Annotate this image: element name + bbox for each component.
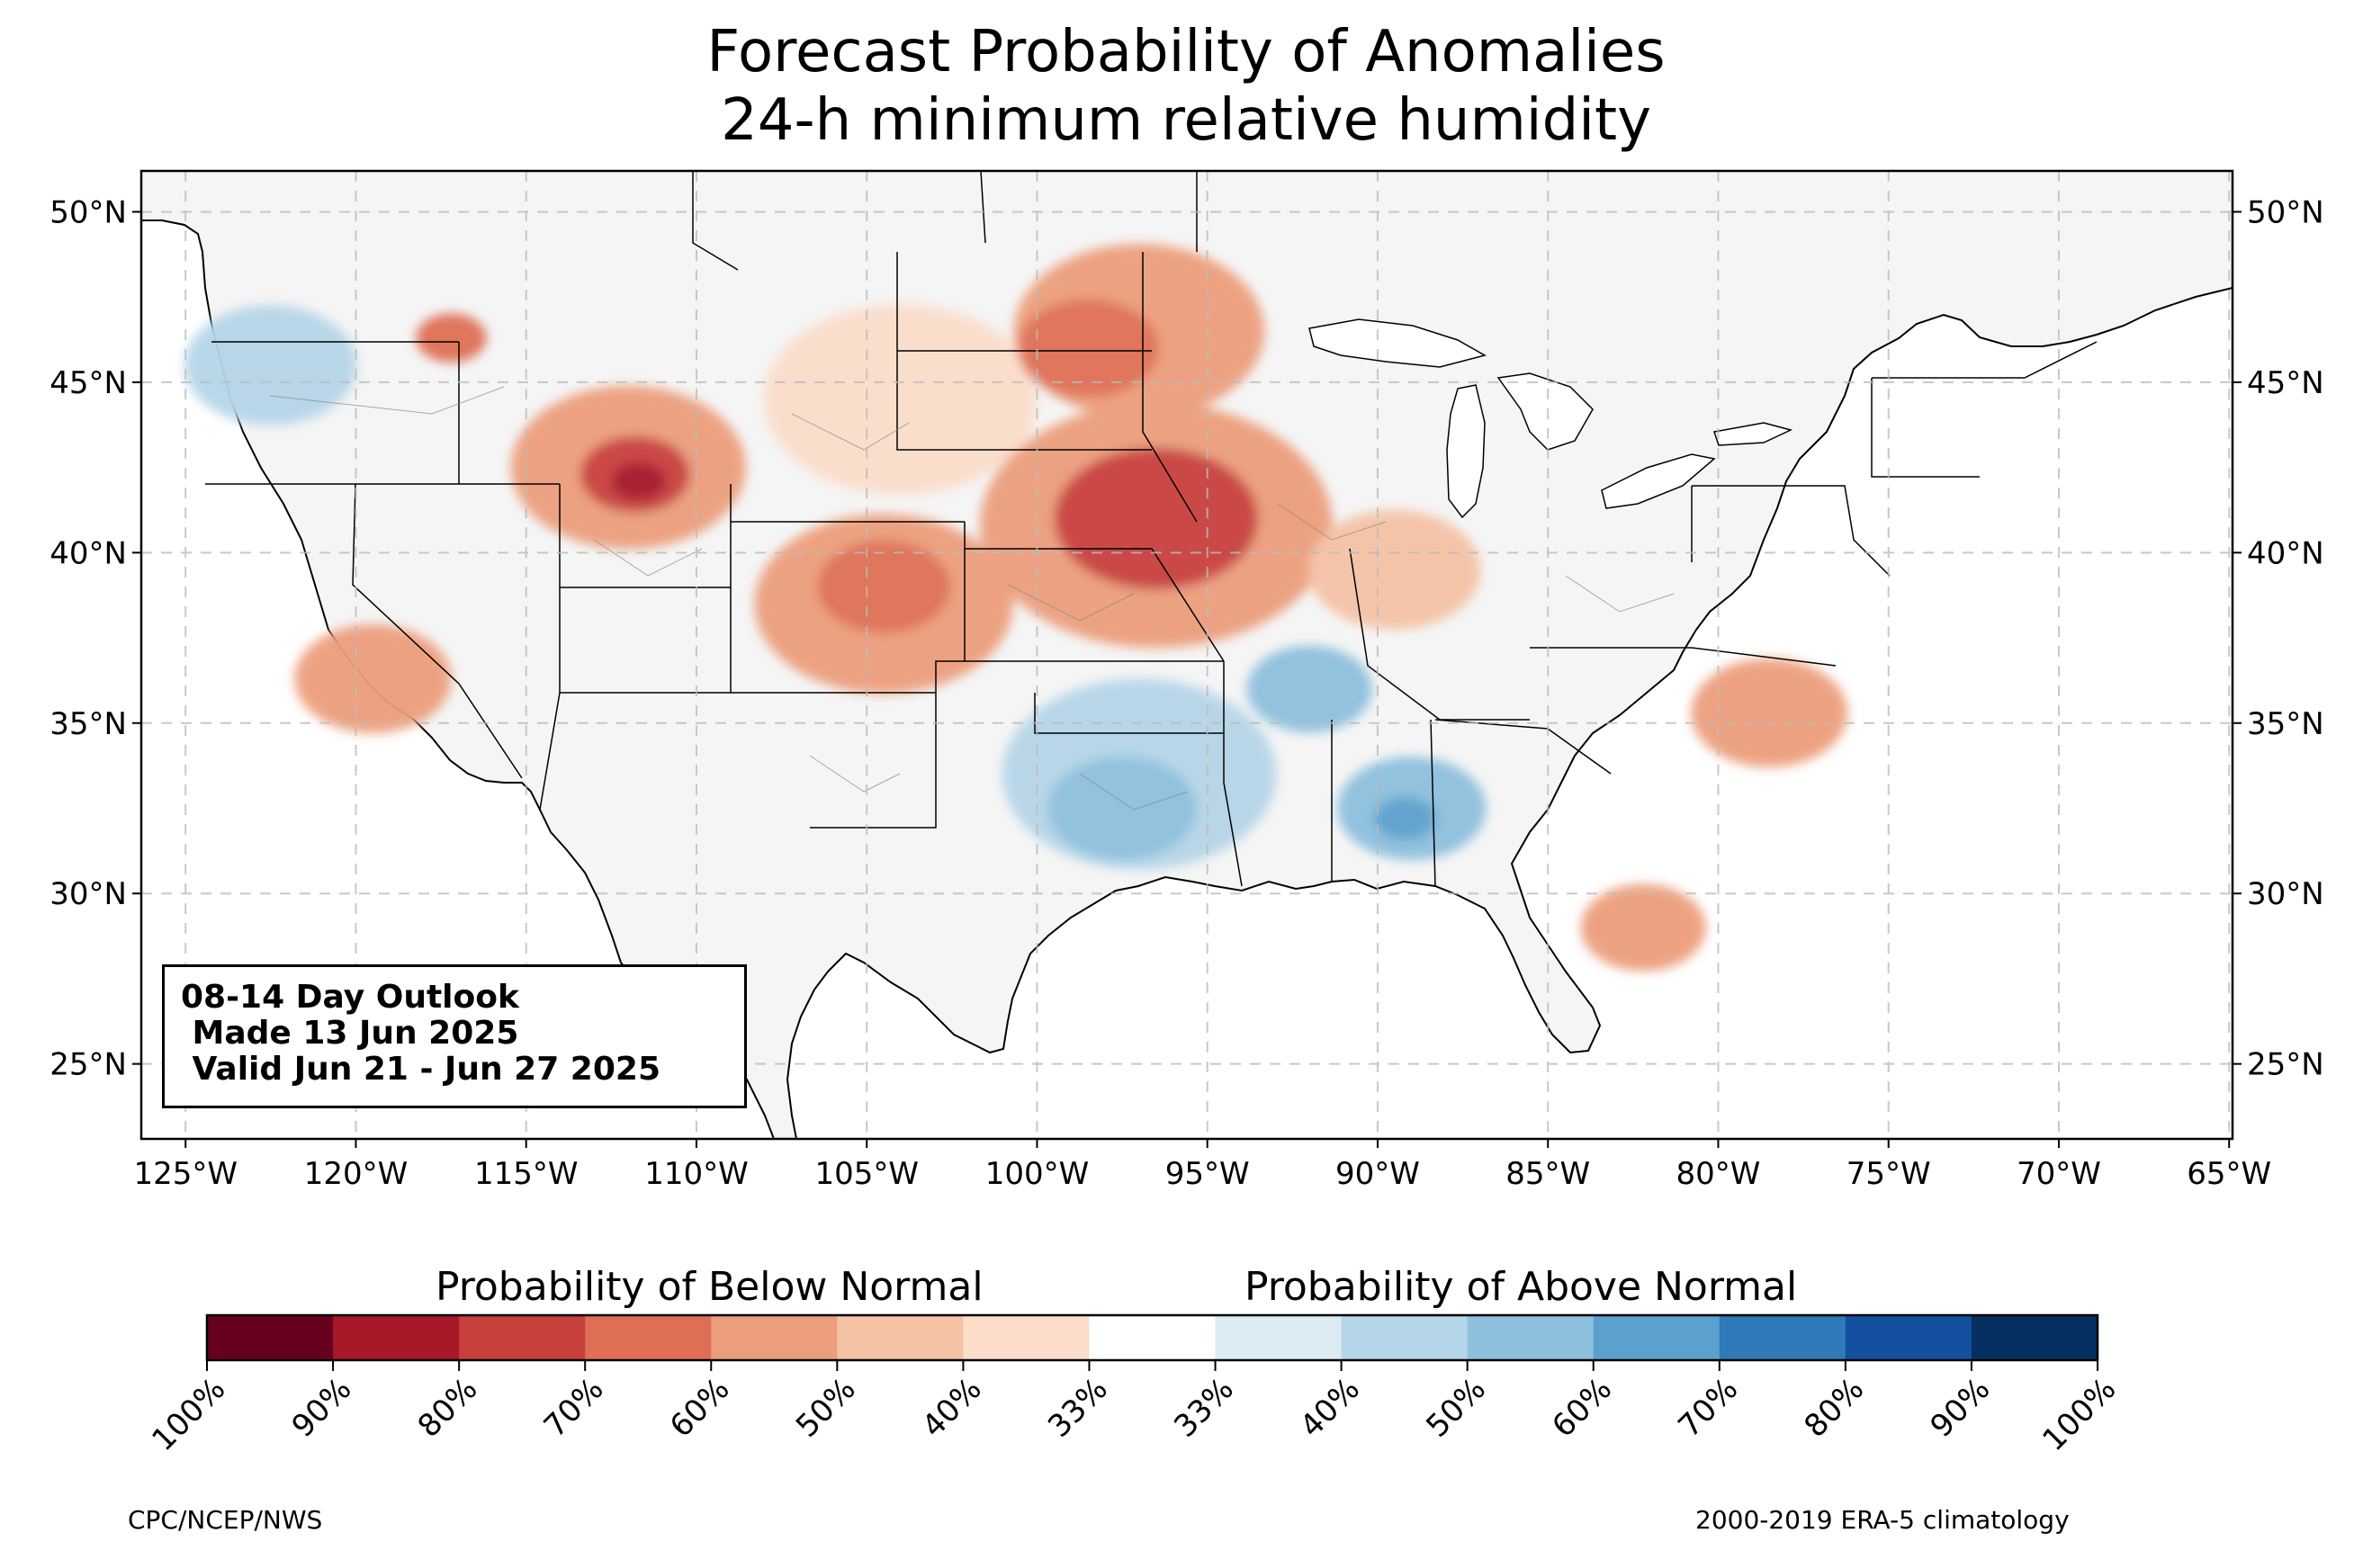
- colorbar-segment-6: [963, 1315, 1090, 1360]
- anomaly-region-below-14: [416, 313, 487, 363]
- colorbar-tick-label-6: 40%: [915, 1371, 989, 1445]
- map-subtitle: 24-h minimum relative humidity: [721, 87, 1651, 154]
- anomaly-region-above-15: [184, 305, 357, 426]
- climatology-text: 2000-2019 ERA-5 climatology: [1695, 1505, 2070, 1535]
- great-lakes: [1308, 318, 1793, 519]
- lat-tick-label-right-1: 30°N: [2247, 876, 2324, 912]
- colorbar-tick-label-9: 40%: [1293, 1371, 1367, 1445]
- colorbar: 100% 90% 80% 70% 60% 50% 40% 33% 33% 40% 50% 60% 70%…: [145, 1313, 2123, 1458]
- credit-text: CPC/NCEP/NWS: [128, 1505, 323, 1535]
- map-frame: [139, 169, 2234, 1141]
- outlook-valid-range: Valid Jun 21 - Jun 27 2025: [181, 1051, 661, 1088]
- colorbar-segment-12: [1719, 1315, 1846, 1360]
- lon-tick-label-11: 70°W: [2017, 1156, 2101, 1192]
- anomaly-region-below-11: [1691, 658, 1848, 767]
- lat-tick-label-left-0: 25°N: [49, 1047, 127, 1083]
- lat-tick-label-right-3: 40°N: [2247, 535, 2324, 571]
- colorbar-tick-label-10: 50%: [1419, 1371, 1493, 1445]
- colorbar-segment-9: [1341, 1315, 1469, 1360]
- colorbar-segment-10: [1467, 1315, 1595, 1360]
- lon-tick-label-10: 75°W: [1846, 1156, 1931, 1192]
- lon-tick-label-8: 85°W: [1505, 1156, 1590, 1192]
- lon-tick-label-2: 115°W: [474, 1156, 579, 1192]
- anomaly-region-below-2: [1017, 299, 1159, 398]
- county-lines: [269, 386, 1675, 811]
- anomaly-region-below-9: [817, 540, 951, 633]
- lat-tick-label-right-0: 25°N: [2247, 1047, 2324, 1083]
- lat-tick-label-right-2: 35°N: [2247, 706, 2324, 742]
- anomaly-region-below-13: [294, 623, 452, 734]
- lat-tick-label-left-1: 30°N: [49, 876, 127, 912]
- outlook-made-date: Made 13 Jun 2025: [181, 1015, 519, 1052]
- colorbar-above-heading: Probability of Above Normal: [1244, 1264, 1798, 1310]
- colorbar-segment-1: [333, 1315, 460, 1360]
- anomaly-region-below-10: [1308, 509, 1481, 630]
- colorbar-tick-label-8: 33%: [1167, 1371, 1241, 1445]
- colorbar-below-heading: Probability of Below Normal: [436, 1264, 984, 1310]
- colorbar-frame: [205, 1313, 2099, 1362]
- colorbar-segment-7: [1089, 1315, 1217, 1360]
- anomaly-region-below-12: [1580, 883, 1706, 972]
- colorbar-tick-label-7: 33%: [1041, 1371, 1115, 1445]
- lon-tick-label-9: 80°W: [1676, 1156, 1761, 1192]
- lon-tick-label-5: 100°W: [985, 1156, 1090, 1192]
- anomaly-region-below-5: [611, 461, 667, 500]
- lat-tick-label-left-2: 35°N: [49, 706, 127, 742]
- anomaly-region-below-0: [763, 303, 1038, 495]
- colorbar-tick-label-0: 100%: [145, 1371, 232, 1458]
- colorbar-tick-label-3: 70%: [537, 1371, 611, 1445]
- lon-tick-label-7: 90°W: [1335, 1156, 1420, 1192]
- map-title: Forecast Probability of Anomalies: [706, 19, 1666, 85]
- colorbar-segment-11: [1593, 1315, 1721, 1360]
- colorbar-tick-label-12: 70%: [1671, 1371, 1745, 1445]
- colorbar-segment-13: [1845, 1315, 1972, 1360]
- colorbar-segment-8: [1215, 1315, 1343, 1360]
- anomaly-region-above-18: [1246, 645, 1372, 733]
- colorbar-segment-3: [585, 1315, 712, 1360]
- lat-tick-label-left-4: 45°N: [49, 365, 127, 401]
- colorbar-segment-4: [711, 1315, 838, 1360]
- anomaly-region-below-7: [1054, 447, 1259, 590]
- lat-tick-label-right-4: 45°N: [2247, 365, 2324, 401]
- anomaly-region-above-20: [1373, 796, 1437, 841]
- axes: 125°W 120°W 115°W 110°W 105°W 100°W 95°W 90°W 85…: [49, 194, 2323, 1192]
- map-area: [141, 171, 2233, 1139]
- colorbar-tick-label-2: 80%: [411, 1371, 485, 1445]
- colorbar-segment-0: [207, 1315, 334, 1360]
- lat-tick-label-left-5: 50°N: [49, 194, 127, 230]
- outlook-period: 08-14 Day Outlook: [181, 979, 519, 1016]
- lon-tick-label-6: 95°W: [1165, 1156, 1250, 1192]
- colorbar-segment-5: [837, 1315, 964, 1360]
- colorbar-tick-label-15: 100%: [2035, 1371, 2123, 1458]
- colorbar-tick-label-13: 80%: [1798, 1371, 1872, 1445]
- outlook-info-box: 08-14 Day Outlook Made 13 Jun 2025 Valid…: [162, 964, 747, 1108]
- lon-tick-label-3: 110°W: [644, 1156, 749, 1192]
- anomaly-region-above-17: [1047, 756, 1197, 861]
- colorbar-tick-label-4: 60%: [663, 1371, 737, 1445]
- colorbar-tick-label-11: 60%: [1545, 1371, 1619, 1445]
- lon-tick-label-12: 65°W: [2187, 1156, 2271, 1192]
- lon-tick-label-1: 120°W: [304, 1156, 409, 1192]
- colorbar-tick-label-14: 90%: [1924, 1371, 1998, 1445]
- lon-tick-label-0: 125°W: [133, 1156, 238, 1192]
- lon-tick-label-4: 105°W: [814, 1156, 919, 1192]
- gridlines: [141, 171, 2233, 1139]
- colorbar-segment-14: [1971, 1315, 2098, 1360]
- colorbar-tick-label-1: 90%: [285, 1371, 359, 1445]
- colorbar-tick-label-5: 50%: [789, 1371, 863, 1445]
- lat-tick-label-left-3: 40°N: [49, 535, 127, 571]
- lat-tick-label-right-5: 50°N: [2247, 194, 2324, 230]
- colorbar-segment-2: [459, 1315, 586, 1360]
